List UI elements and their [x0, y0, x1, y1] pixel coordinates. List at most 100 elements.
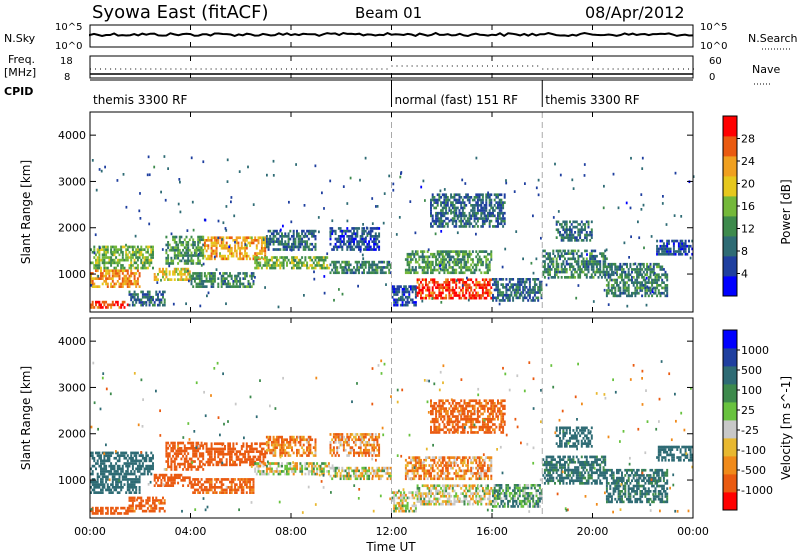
- heatmap-cell: [321, 472, 324, 476]
- heatmap-cell: [131, 456, 134, 460]
- heatmap-cell: [476, 219, 479, 223]
- heatmap-cell: [458, 196, 461, 199]
- heatmap-cell: [441, 201, 444, 204]
- heatmap-cell: [133, 293, 136, 296]
- heatmap-cell: [244, 246, 247, 250]
- heatmap-cell: [473, 263, 476, 267]
- heatmap-cell: [642, 276, 645, 279]
- heatmap-cell: [128, 285, 131, 288]
- heatmap-cell: [309, 242, 312, 246]
- heatmap-cell: [498, 288, 501, 292]
- heatmap-cell: [368, 271, 371, 275]
- heatmap-cell: [197, 243, 200, 247]
- heatmap-cell: [103, 250, 106, 254]
- heatmap-cell: [473, 214, 476, 218]
- heatmap-cell: [304, 264, 307, 267]
- heatmap-cell: [155, 290, 158, 294]
- heatmap-cell: [123, 472, 126, 476]
- heatmap-cell: [497, 204, 499, 207]
- heatmap-cell: [239, 272, 242, 275]
- heatmap-cell: [294, 245, 297, 249]
- heatmap-cell: [373, 248, 376, 251]
- heatmap-cell: [533, 291, 536, 294]
- heatmap-cell: [362, 257, 365, 260]
- heatmap-cell: [188, 248, 191, 252]
- heatmap-cell: [111, 451, 114, 455]
- heatmap-cell: [220, 463, 223, 467]
- heatmap-cell: [443, 201, 446, 204]
- heatmap-cell: [229, 480, 231, 484]
- heatmap-cell: [269, 462, 272, 465]
- heatmap-cell: [414, 258, 417, 261]
- heatmap-cell: [492, 296, 494, 300]
- heatmap-cell: [135, 301, 138, 304]
- heatmap-cell: [183, 246, 186, 249]
- heatmap-cell: [110, 467, 113, 471]
- heatmap-cell: [649, 289, 652, 292]
- heatmap-cell: [314, 164, 317, 168]
- heatmap-cell: [121, 280, 124, 283]
- heatmap-cell: [431, 286, 434, 289]
- heatmap-cell: [116, 483, 119, 486]
- heatmap-cell: [146, 266, 149, 270]
- heatmap-cell: [365, 226, 368, 230]
- heatmap-cell: [234, 483, 237, 486]
- heatmap-cell: [610, 284, 613, 287]
- heatmap-cell: [661, 268, 664, 271]
- heatmap-cell: [148, 499, 151, 502]
- heatmap-cell: [433, 201, 436, 204]
- heatmap-cell: [98, 491, 101, 494]
- heatmap-cell: [436, 281, 439, 284]
- heatmap-cell: [195, 251, 198, 255]
- heatmap-cell: [111, 250, 114, 254]
- heatmap-cell: [662, 273, 665, 277]
- heatmap-cell: [267, 264, 270, 267]
- heatmap-cell: [376, 266, 379, 269]
- heatmap-cell: [436, 225, 439, 228]
- heatmap-cell: [639, 286, 642, 290]
- heatmap-cell: [435, 217, 438, 220]
- heatmap-cell: [664, 270, 667, 274]
- heatmap-cell: [430, 278, 432, 282]
- beam-title: Beam 01: [355, 4, 422, 22]
- heatmap-cell: [621, 276, 623, 279]
- y-tick-label: 4000: [58, 129, 86, 142]
- heatmap-cell: [254, 462, 257, 465]
- heatmap-cell: [103, 303, 106, 307]
- heatmap-cell: [160, 484, 163, 487]
- heatmap-cell: [195, 274, 198, 278]
- heatmap-cell: [570, 262, 573, 266]
- heatmap-cell: [187, 452, 190, 455]
- heatmap-cell: [342, 266, 345, 269]
- heatmap-cell: [237, 244, 240, 247]
- heatmap-cell: [587, 225, 590, 229]
- heatmap-cell: [239, 254, 242, 258]
- heatmap-cell: [188, 481, 191, 485]
- heatmap-cell: [193, 491, 196, 494]
- heatmap-cell: [153, 484, 156, 487]
- heatmap-cell: [664, 244, 667, 248]
- heatmap-cell: [485, 291, 488, 295]
- heatmap-cell: [148, 496, 151, 500]
- heatmap-cell: [262, 236, 265, 240]
- heatmap-cell: [158, 290, 161, 294]
- heatmap-cell: [567, 276, 570, 279]
- heatmap-cell: [118, 272, 121, 275]
- heatmap-cell: [180, 452, 183, 455]
- heatmap-cell: [190, 465, 193, 469]
- heatmap-cell: [123, 483, 126, 486]
- heatmap-cell: [262, 442, 265, 446]
- heatmap-cell: [175, 248, 178, 252]
- heatmap-cell: [406, 263, 409, 267]
- heatmap-cell: [152, 507, 154, 510]
- heatmap-cell: [133, 303, 136, 307]
- heatmap-cell: [249, 244, 252, 247]
- heatmap-cell: [461, 198, 464, 202]
- heatmap-cell: [461, 286, 464, 289]
- heatmap-cell: [656, 250, 659, 253]
- heatmap-cell: [418, 283, 421, 287]
- heatmap-cell: [622, 278, 625, 282]
- heatmap-cell: [116, 300, 119, 304]
- heatmap-cell: [396, 303, 399, 307]
- heatmap-cell: [674, 252, 677, 256]
